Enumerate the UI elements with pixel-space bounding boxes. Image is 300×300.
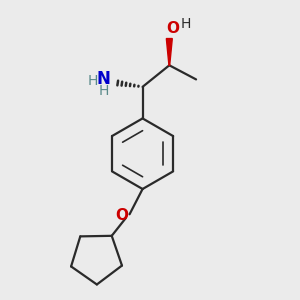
Text: N: N	[97, 70, 111, 88]
Polygon shape	[166, 38, 172, 65]
Text: H: H	[181, 17, 191, 32]
Text: H: H	[88, 74, 98, 88]
Text: O: O	[115, 208, 128, 223]
Text: O: O	[166, 21, 179, 36]
Text: H: H	[99, 84, 109, 98]
